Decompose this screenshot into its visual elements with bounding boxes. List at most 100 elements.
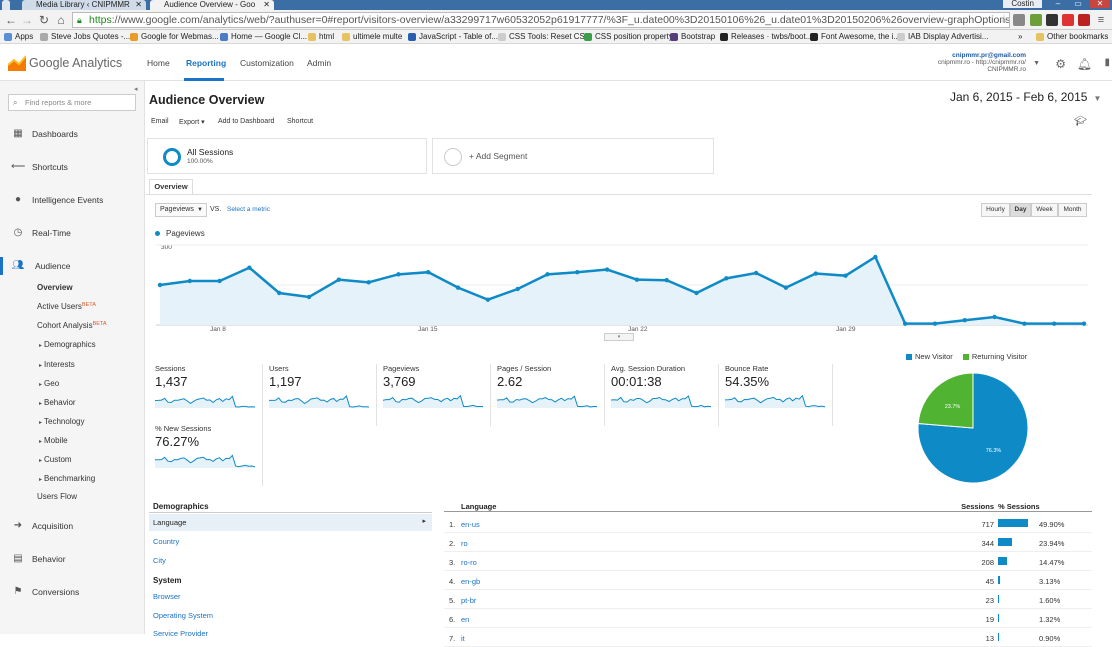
- granularity-month[interactable]: Month: [1058, 203, 1087, 217]
- menu-icon[interactable]: ≡: [1097, 14, 1105, 26]
- data-point[interactable]: [873, 254, 878, 260]
- reload-icon[interactable]: ↻: [38, 13, 50, 27]
- nav-customization[interactable]: Customization: [240, 58, 294, 68]
- bookmark-item[interactable]: Releases · twbs/boot...: [720, 30, 812, 43]
- account-selector[interactable]: cnipmmr.pr@gmail.com cnipmmr.ro - http:/…: [938, 52, 1026, 73]
- nav-home[interactable]: Home: [147, 58, 170, 68]
- date-range-picker[interactable]: Jan 6, 2015 - Feb 6, 2015 ▼: [950, 90, 1101, 104]
- bookmarks-overflow[interactable]: »: [1018, 32, 1023, 41]
- bell-icon[interactable]: 🔔︎: [1076, 57, 1092, 71]
- language-link[interactable]: ro: [461, 539, 468, 548]
- sidebar-item-realtime[interactable]: ◷ Real-Time: [0, 224, 145, 242]
- data-point[interactable]: [932, 321, 938, 326]
- sidebar-item-shortcuts[interactable]: ⟵ Shortcuts: [0, 158, 145, 176]
- data-point[interactable]: [1051, 321, 1057, 326]
- url-field[interactable]: 🔒︎ https://www.google.com/analytics/web/…: [72, 12, 1010, 28]
- bookmark-item[interactable]: CSS Tools: Reset CSS: [498, 30, 590, 43]
- data-point[interactable]: [455, 285, 461, 290]
- graduation-cap-icon[interactable]: 🎓︎: [1074, 116, 1087, 127]
- table-row[interactable]: 7. it 13 0.90%: [444, 628, 1092, 647]
- sidebar-sub-demographics[interactable]: ▸ Demographics: [39, 340, 96, 349]
- demographics-city-link[interactable]: City: [153, 556, 166, 565]
- sidebar-sub-custom[interactable]: ▸ Custom: [39, 455, 72, 464]
- demographics-country-link[interactable]: Country: [153, 537, 180, 546]
- bookmark-item[interactable]: JavaScript - Table of...: [408, 30, 498, 43]
- select-metric-link[interactable]: Select a metric: [227, 206, 270, 213]
- nav-admin[interactable]: Admin: [307, 58, 332, 68]
- data-point[interactable]: [1022, 321, 1027, 326]
- export-button[interactable]: Export ▾: [179, 119, 205, 126]
- kpi-users[interactable]: Users 1,197: [269, 364, 377, 426]
- logo-text[interactable]: Google Analytics: [29, 56, 123, 70]
- table-row[interactable]: 2. ro 344 23.94%: [444, 533, 1092, 552]
- language-link[interactable]: en: [461, 615, 470, 624]
- table-row[interactable]: 5. pt-br 23 1.60%: [444, 590, 1092, 609]
- bookmark-item[interactable]: Steve Jobs Quotes -...: [40, 30, 130, 43]
- tab-overview[interactable]: Overview: [149, 179, 193, 195]
- data-point[interactable]: [753, 270, 759, 276]
- data-point[interactable]: [366, 280, 371, 285]
- window-close-icon[interactable]: ✕: [1090, 0, 1110, 8]
- bookmark-apps[interactable]: Apps: [4, 30, 33, 43]
- forward-icon[interactable]: →: [21, 13, 33, 27]
- system-os-link[interactable]: Operating System: [153, 611, 214, 620]
- data-point[interactable]: [1081, 321, 1087, 326]
- language-link[interactable]: pt-br: [461, 596, 477, 605]
- data-point[interactable]: [813, 271, 818, 276]
- sidebar-item-behavior[interactable]: ▤ Behavior: [0, 550, 145, 568]
- bookmark-folder[interactable]: html: [308, 30, 334, 43]
- language-link[interactable]: en-gb: [461, 577, 481, 586]
- data-point[interactable]: [634, 277, 640, 282]
- kpi-bounce-rate[interactable]: Bounce Rate 54.35%: [725, 364, 833, 426]
- minimize-icon[interactable]: –: [1055, 0, 1061, 8]
- table-row[interactable]: 1. en-us 717 49.90%: [444, 514, 1092, 533]
- data-point[interactable]: [783, 285, 789, 290]
- pageviews-line-chart[interactable]: [156, 241, 1088, 329]
- home-icon[interactable]: ⌂: [57, 13, 65, 27]
- browser-tab-media-library[interactable]: Media Library ‹ CNIPMMR ✕: [22, 0, 146, 10]
- extension-icon[interactable]: [1062, 14, 1074, 26]
- add-segment-box[interactable]: + Add Segment: [432, 138, 714, 174]
- add-to-dashboard-button[interactable]: Add to Dashboard: [218, 118, 275, 125]
- granularity-hourly[interactable]: Hourly: [981, 203, 1010, 217]
- data-point[interactable]: [992, 314, 997, 320]
- granularity-day[interactable]: Day: [1010, 203, 1031, 217]
- data-point[interactable]: [664, 278, 669, 283]
- language-link[interactable]: ro-ro: [461, 558, 477, 567]
- sidebar-item-intelligence[interactable]: ● Intelligence Events: [0, 191, 145, 209]
- maximize-icon[interactable]: ▭: [1074, 0, 1082, 8]
- kpi-pageviews[interactable]: Pageviews 3,769: [383, 364, 491, 426]
- data-point[interactable]: [157, 282, 163, 288]
- data-point[interactable]: [545, 272, 550, 277]
- data-point[interactable]: [575, 270, 580, 275]
- granularity-week[interactable]: Week: [1031, 203, 1058, 217]
- extension-icon[interactable]: [1013, 14, 1025, 26]
- data-point[interactable]: [217, 278, 222, 284]
- data-point[interactable]: [604, 267, 610, 272]
- tab-close-icon[interactable]: ✕: [263, 0, 270, 9]
- system-browser-link[interactable]: Browser: [153, 592, 181, 601]
- data-point[interactable]: [485, 297, 491, 302]
- language-link[interactable]: en-us: [461, 520, 480, 529]
- kpi-avg-session-duration[interactable]: Avg. Session Duration 00:01:38: [611, 364, 719, 426]
- account-dropdown-icon[interactable]: ▼: [1033, 60, 1040, 67]
- extension-icon[interactable]: [1078, 14, 1090, 26]
- kpi-pages-per-session[interactable]: Pages / Session 2.62: [497, 364, 605, 426]
- other-bookmarks[interactable]: Other bookmarks: [1036, 30, 1108, 43]
- bookmark-item[interactable]: CSS position property: [584, 30, 673, 43]
- data-point[interactable]: [694, 290, 699, 296]
- data-point[interactable]: [277, 290, 282, 296]
- data-point[interactable]: [962, 318, 967, 323]
- gear-icon[interactable]: ⚙: [1055, 57, 1066, 71]
- browser-profile-name[interactable]: Costin: [1003, 0, 1042, 8]
- bookmark-item[interactable]: Home — Google Cl...: [220, 30, 307, 43]
- sidebar-sub-technology[interactable]: ▸ Technology: [39, 417, 85, 426]
- kpi-sessions[interactable]: Sessions 1,437: [155, 364, 263, 426]
- sidebar-sub-mobile[interactable]: ▸ Mobile: [39, 436, 68, 445]
- chart-resize-handle[interactable]: ▾: [604, 333, 634, 341]
- table-row[interactable]: 3. ro-ro 208 14.47%: [444, 552, 1092, 571]
- bookmark-item[interactable]: Google for Webmas...: [130, 30, 219, 43]
- column-header-sessions[interactable]: Sessions: [961, 502, 994, 511]
- email-button[interactable]: Email: [151, 118, 169, 125]
- pinned-tab[interactable]: [2, 0, 10, 10]
